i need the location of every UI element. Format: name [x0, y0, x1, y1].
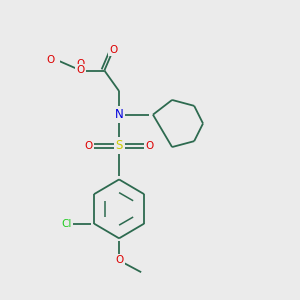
- Text: N: N: [115, 108, 124, 121]
- Text: O: O: [146, 141, 154, 151]
- Text: S: S: [116, 139, 123, 152]
- Text: Cl: Cl: [61, 219, 71, 229]
- Text: O: O: [77, 65, 85, 76]
- Text: O: O: [115, 255, 123, 266]
- Text: O: O: [47, 54, 56, 64]
- Text: O: O: [77, 59, 85, 69]
- Text: O: O: [84, 141, 92, 151]
- Text: O: O: [109, 45, 117, 55]
- Text: O: O: [47, 54, 56, 64]
- Text: O: O: [46, 55, 54, 65]
